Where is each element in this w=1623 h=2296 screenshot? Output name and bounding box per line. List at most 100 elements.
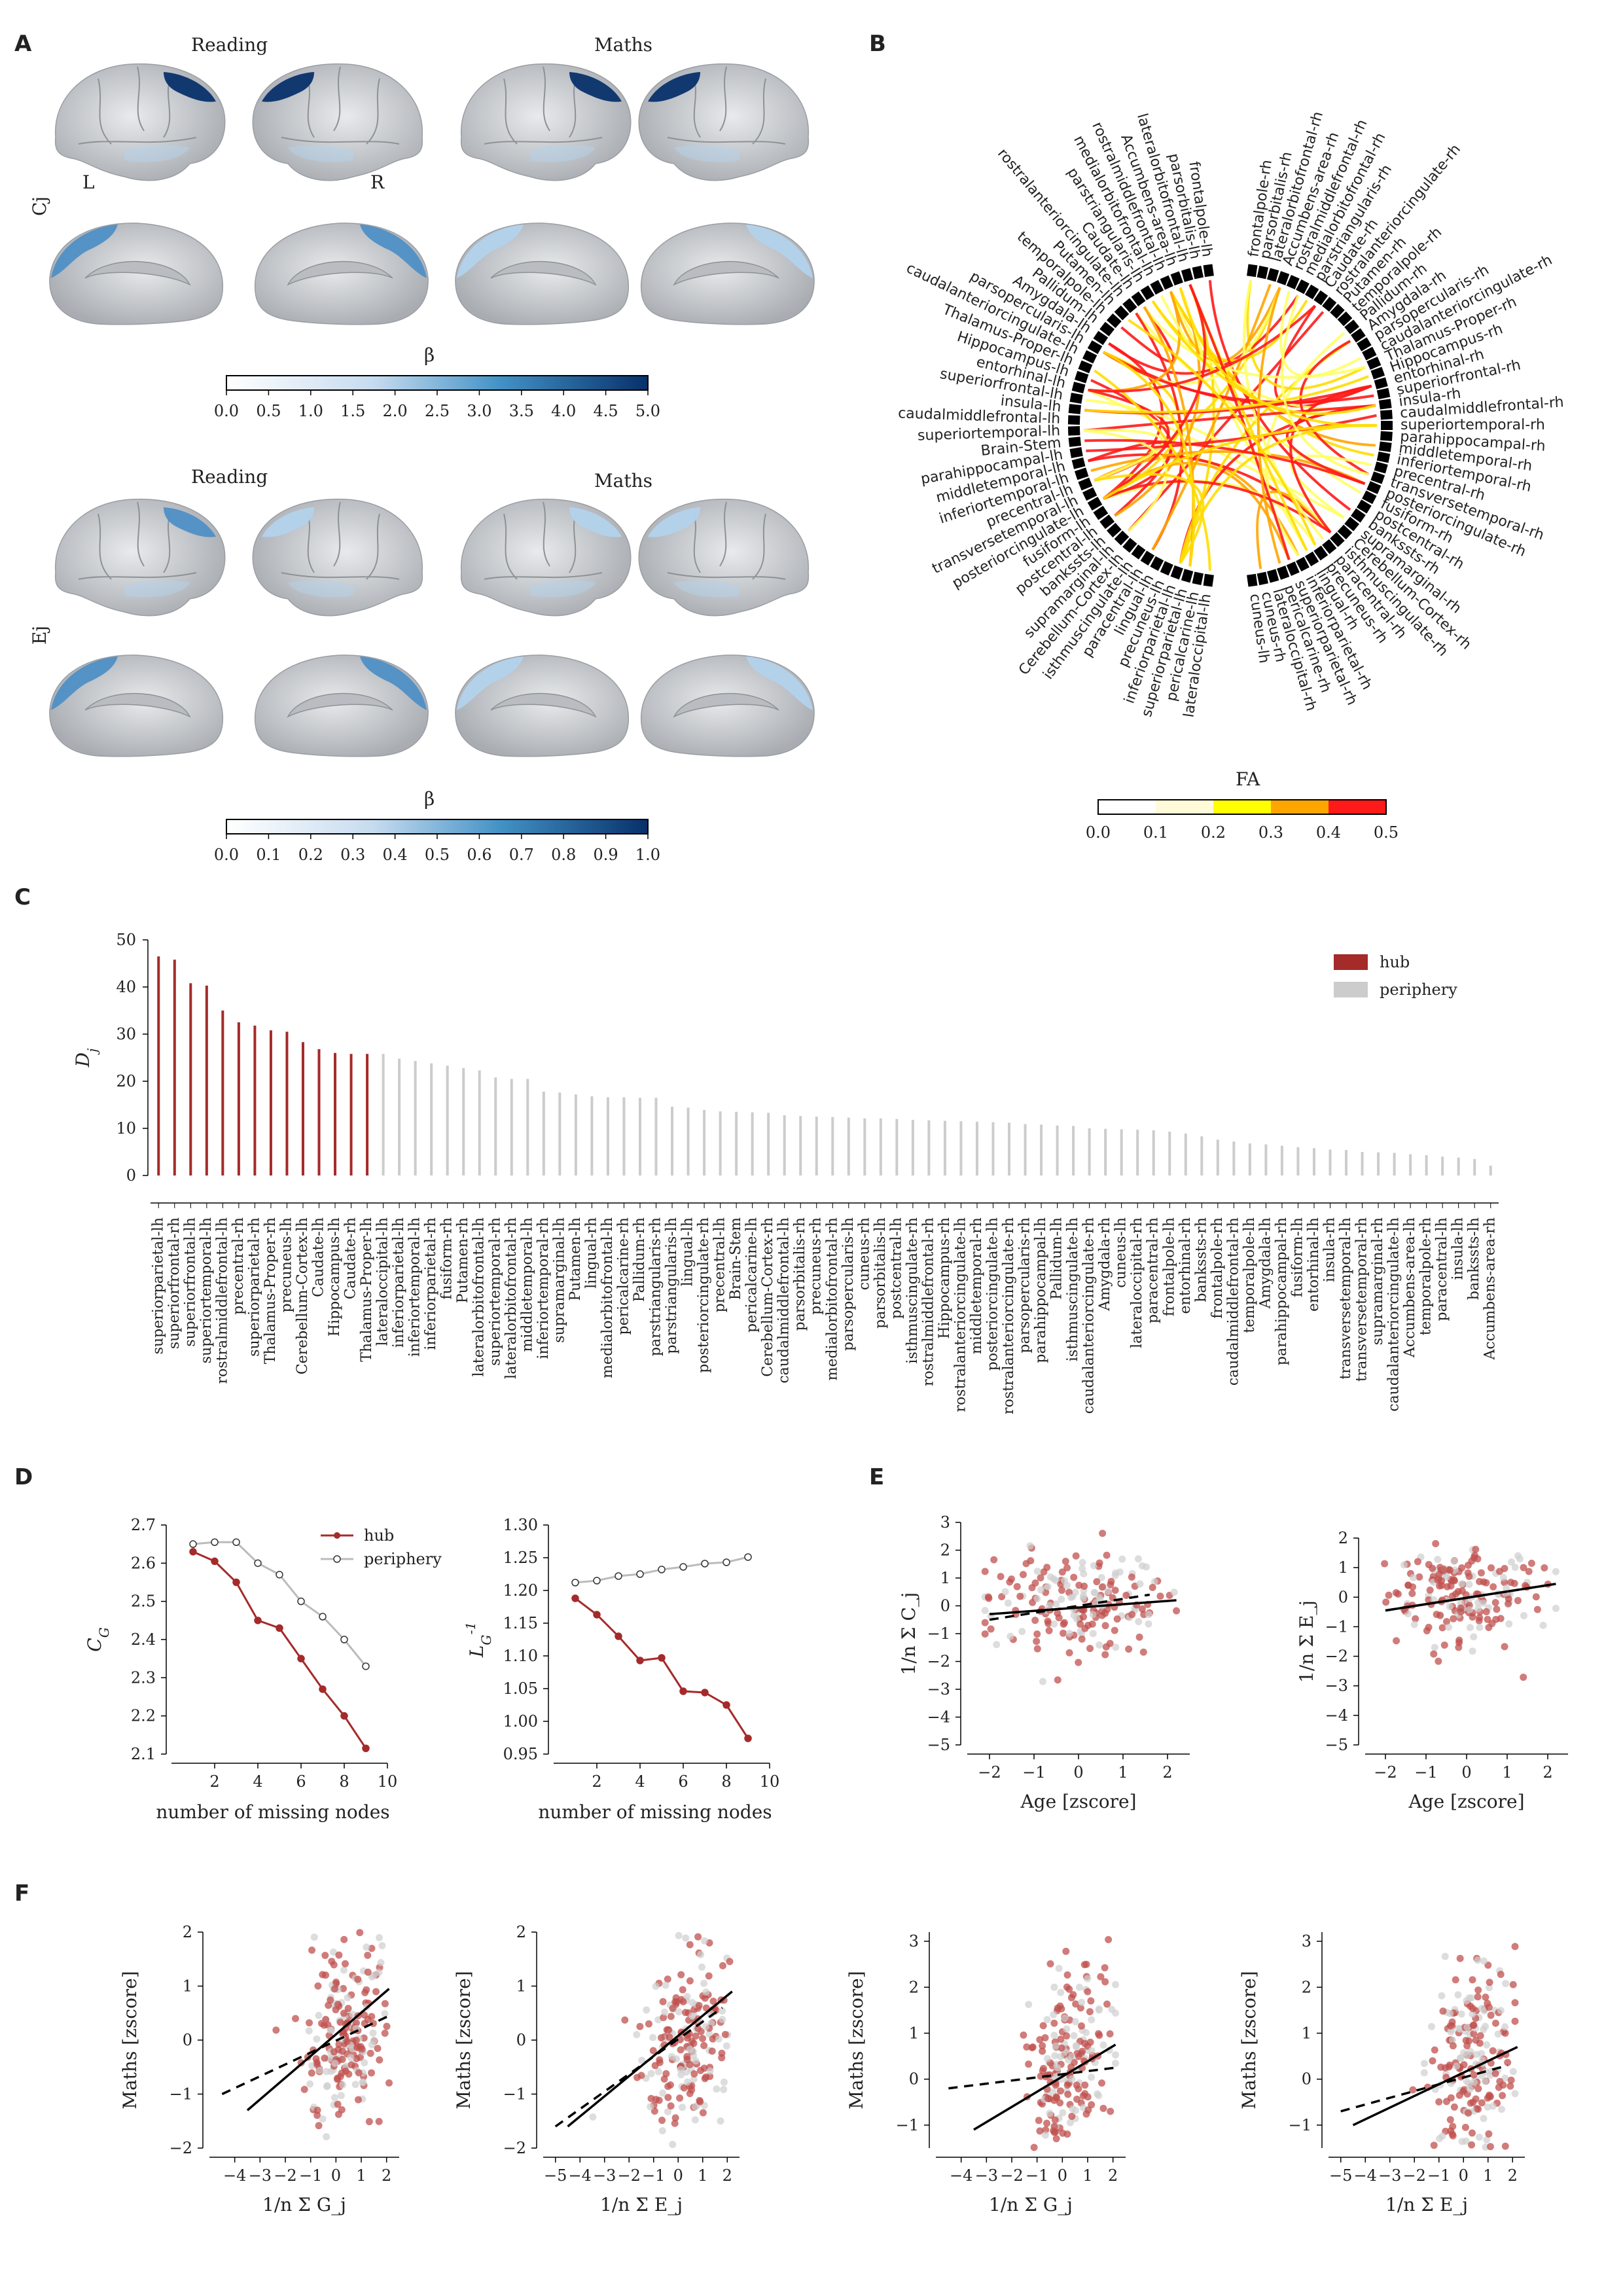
point-hub xyxy=(664,1975,671,1983)
point-periphery xyxy=(1438,2132,1446,2140)
point-hub xyxy=(340,1984,348,1992)
cbar-tick-label: 0.7 xyxy=(509,846,534,864)
x-tick-label: 8 xyxy=(339,1772,349,1791)
point-hub xyxy=(383,2022,391,2030)
point-hub xyxy=(1491,2070,1499,2077)
ring-segment xyxy=(1337,311,1353,327)
panel-letter-f: F xyxy=(14,1880,29,1907)
point-hub xyxy=(696,2066,704,2074)
point-periphery xyxy=(722,2042,730,2050)
point-periphery xyxy=(1446,1603,1454,1611)
point-periphery xyxy=(1033,1568,1041,1575)
connection-link xyxy=(1094,473,1205,564)
point-hub xyxy=(677,2046,685,2054)
x-tick-label: 2 xyxy=(1543,1763,1552,1782)
legend-label-hub: hub xyxy=(1380,953,1410,971)
point-hub xyxy=(1088,2101,1096,2109)
point-periphery xyxy=(679,2104,687,2111)
point-hub xyxy=(1016,1592,1024,1600)
x-tick-label: 1 xyxy=(1118,1763,1128,1782)
y-tick-label: −3 xyxy=(927,1680,950,1698)
point-hub xyxy=(1382,1598,1390,1606)
point-hub xyxy=(1429,1564,1436,1572)
ring-segment xyxy=(1376,451,1391,463)
y-axis-label: Maths [zscore] xyxy=(453,1971,474,2109)
ring-segment xyxy=(1078,360,1093,374)
point-periphery xyxy=(688,1999,696,2007)
y-tick-label: 1.05 xyxy=(503,1679,538,1698)
y-tick-label: 1.30 xyxy=(503,1516,538,1534)
point-hub xyxy=(1039,2047,1046,2055)
point-periphery xyxy=(232,1538,240,1546)
ring-segment xyxy=(1374,461,1388,474)
point-hub xyxy=(1063,1564,1071,1571)
brain-activation xyxy=(457,656,524,710)
x-tick-label: inferiortemporal-lh xyxy=(407,1217,423,1357)
ring-segment xyxy=(1366,356,1382,370)
point-periphery xyxy=(715,2035,722,2043)
point-hub xyxy=(1438,1624,1446,1632)
point-hub xyxy=(1078,1635,1086,1643)
point-periphery xyxy=(313,2035,321,2043)
point-hub xyxy=(325,2001,332,2009)
x-tick-label: inferiorparietal-lh xyxy=(391,1217,407,1348)
brain-outline xyxy=(641,223,815,325)
y-axis-label: 1/n Σ C_j xyxy=(898,1592,919,1676)
point-hub xyxy=(700,2041,708,2049)
y-tick-label: 2.3 xyxy=(131,1668,156,1687)
point-periphery xyxy=(1465,1581,1473,1588)
x-tick-label: −2 xyxy=(978,1763,1001,1782)
x-tick-label: fusiform-rh xyxy=(439,1217,455,1300)
ring-segment xyxy=(1322,296,1337,312)
legend-label-periphery: periphery xyxy=(364,1550,442,1568)
point-periphery xyxy=(698,1964,705,1971)
point-hub xyxy=(1493,1605,1501,1613)
x-tick-label: 2 xyxy=(1108,2166,1118,2185)
brain-sulci xyxy=(78,501,197,580)
ring-segment xyxy=(1170,565,1183,580)
point-hub xyxy=(1106,2030,1114,2037)
x-tick-label: Putamen-lh xyxy=(567,1217,584,1301)
cbar-tick-label: 4.5 xyxy=(594,402,618,420)
point-hub xyxy=(621,2016,629,2024)
point-hub xyxy=(1430,1650,1438,1658)
x-tick-label: caudalmiddlefrontal-rh xyxy=(1225,1217,1241,1386)
ring-segment xyxy=(1380,410,1393,420)
point-hub xyxy=(1063,1971,1071,1979)
x-tick-label: −1 xyxy=(299,2166,322,2185)
point-hub xyxy=(1456,1954,1464,1962)
x-tick-label: parstriangularis-lh xyxy=(664,1217,680,1354)
point-hub xyxy=(1489,1583,1497,1590)
cbar-tick-label: 0.1 xyxy=(256,846,281,864)
y-tick-label: 0 xyxy=(909,2070,919,2089)
x-tick-label: Cerebellum-Cortex-lh xyxy=(294,1217,311,1374)
brain-maths-medial-right-ej xyxy=(641,655,815,757)
brain-outline xyxy=(455,223,629,325)
point-hub xyxy=(1408,1590,1416,1598)
x-tick-label: 1 xyxy=(1082,2166,1092,2185)
point-periphery xyxy=(1118,1555,1126,1563)
point-hub xyxy=(1532,1593,1540,1601)
brain-sulci xyxy=(281,501,400,580)
ring-segment xyxy=(1203,264,1214,278)
point-periphery xyxy=(675,1931,683,1939)
y-tick-label: −2 xyxy=(169,2139,192,2157)
point-periphery xyxy=(1138,1562,1146,1570)
ring-segment xyxy=(1247,264,1258,278)
x-tick-label: superiortemporal-rh xyxy=(487,1217,503,1366)
point-hub xyxy=(636,2022,644,2030)
point-hub xyxy=(1078,2022,1085,2030)
point-hub xyxy=(990,1556,998,1564)
ring-segment xyxy=(1114,530,1130,546)
connection-link xyxy=(1281,295,1369,476)
point-hub xyxy=(1111,1587,1119,1594)
point-periphery xyxy=(1497,2007,1505,2015)
fit-line-dashed xyxy=(1385,1583,1556,1612)
point-hub xyxy=(1541,1564,1548,1571)
point-hub xyxy=(335,1951,343,1959)
connection-link xyxy=(1179,287,1376,416)
brain-outline xyxy=(49,655,223,757)
brain-activation xyxy=(164,507,216,537)
point-hub xyxy=(667,2013,675,2020)
